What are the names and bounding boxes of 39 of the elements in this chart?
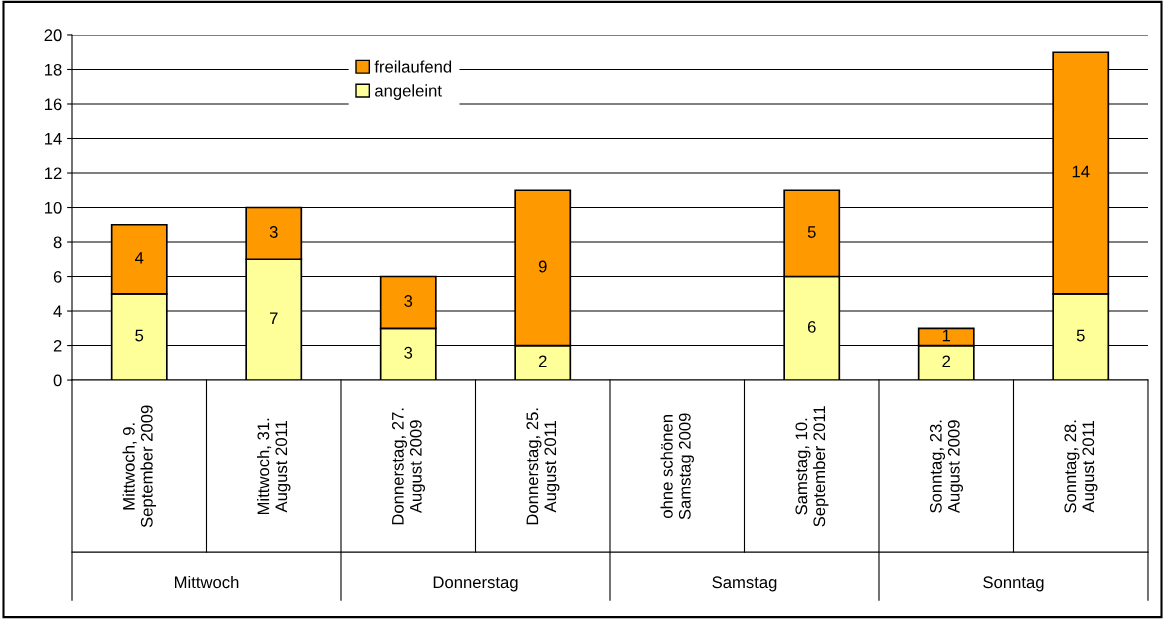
y-tick-label: 4: [53, 305, 62, 318]
text: Donnerstag: [433, 576, 518, 592]
text: Samstag: [712, 576, 777, 592]
legend-label: freilaufend: [374, 60, 452, 73]
data-label: 2: [538, 355, 547, 368]
y-tick-label: 14: [45, 133, 62, 145]
y-tick-label: 10: [45, 201, 62, 214]
y-tick-label: 20: [44, 29, 62, 42]
data-label: 5: [135, 329, 144, 342]
y-tick-label: 8: [53, 236, 62, 249]
data-label: 2: [942, 355, 951, 368]
data-label: 1: [942, 329, 951, 342]
y-tick-label: 16: [45, 98, 62, 111]
x-tick-label: Mittwoch, 31. August 2011: [257, 418, 291, 515]
text: Sonntag: [983, 576, 1044, 592]
data-label: 5: [807, 226, 816, 238]
y-tick-label: 18: [45, 63, 62, 76]
text: Mittwoch: [174, 575, 239, 589]
data-label: 14: [1072, 165, 1090, 178]
data-label: 3: [269, 226, 278, 238]
x-tick-label: Mittwoch, 9. September 2009: [122, 405, 156, 528]
data-label: 3: [404, 346, 413, 359]
x-tick-label: ohne schönen Samstag 2009: [660, 413, 694, 520]
data-label: 7: [269, 312, 278, 324]
y-tick-label: 12: [45, 167, 62, 180]
x-tick-label: Samstag, 10. September 2011: [795, 406, 829, 527]
data-label: 9: [538, 260, 547, 273]
data-label: 6: [807, 320, 816, 333]
x-tick-label: Sonntag, 28. August 2011: [1064, 420, 1098, 513]
x-tick-label: Donnerstag, 25. August 2011: [526, 408, 560, 525]
y-tick-label: 2: [53, 339, 62, 352]
data-label: 3: [404, 295, 413, 307]
data-label: 5: [1076, 329, 1085, 342]
y-tick-label: 6: [53, 270, 62, 283]
y-tick-label: 0: [53, 374, 62, 387]
x-tick-label: Donnerstag, 27. August 2009: [391, 408, 425, 525]
x-tick-label: Sonntag, 23. August 2009: [929, 420, 963, 514]
data-label: 4: [135, 252, 144, 264]
legend-label: angeleint: [375, 84, 442, 100]
